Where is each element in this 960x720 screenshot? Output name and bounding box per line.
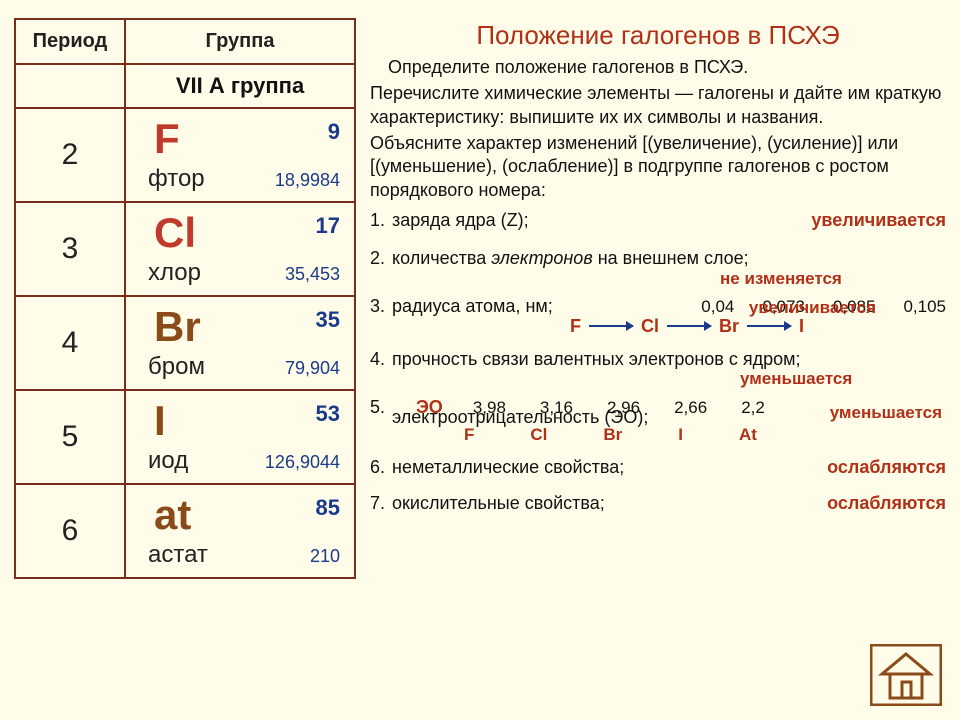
element-name: иод [148,447,188,475]
header-subgroup: VII А группа [125,64,355,108]
intro-2: Перечислите химические элементы — галоге… [370,82,946,130]
q7-answer: ослабляются [827,492,946,516]
element-symbol: Br [154,303,201,351]
q2-answer: не изменяется [720,268,960,290]
element-cell: Clхлор 17 35,453 [125,202,355,296]
element-row: 5Iиод 53 126,9044 [15,390,355,484]
element-name: астат [148,541,208,569]
element-symbol: Cl [154,209,196,257]
element-row: 2Fфтор 9 18,9984 [15,108,355,202]
element-name: хлор [148,259,201,287]
element-row: 6 atастат 85 210 [15,484,355,578]
intro-1: Определите положение галогенов в ПСХЭ. [370,56,946,80]
q3: 3. радиуса атома, нм; 0,040,0730,0850,10… [370,295,946,339]
q2: 2. количества электронов на внешнем слое… [370,247,946,271]
home-icon[interactable] [870,644,942,706]
header-period: Период [15,19,125,64]
arrow-icon [747,325,791,327]
period-number: 5 [15,390,125,484]
atomic-mass: 35,453 [285,264,340,285]
q5-symbols-row: FClBrIAt [464,424,946,446]
atomic-mass: 18,9984 [275,170,340,191]
element-row: 4 Brбром 35 79,904 [15,296,355,390]
q6: 6. неметаллические свойства; ослабляются [370,456,946,480]
atomic-number: 53 [316,401,340,427]
element-row: 3 Clхлор 17 35,453 [15,202,355,296]
q6-answer: ослабляются [827,456,946,480]
atomic-number: 85 [316,495,340,521]
header-group: Группа [125,19,355,64]
q4-answer: уменьшается [740,368,960,390]
page-title: Положение галогенов в ПСХЭ [370,18,946,52]
q1-answer: увеличивается [811,209,946,233]
element-symbol: F [154,115,180,163]
element-name: фтор [148,165,205,193]
period-number: 3 [15,202,125,296]
element-symbol: I [154,397,166,445]
period-number: 2 [15,108,125,202]
atomic-mass: 126,9044 [265,452,340,473]
arrow-icon [589,325,633,327]
element-name: бром [148,353,205,381]
element-cell: atастат 85 210 [125,484,355,578]
q5-answer: уменьшается [830,402,942,424]
element-symbol: at [154,491,191,539]
intro-3: Объясните характер изменений [(увеличени… [370,132,946,203]
arrow-icon [667,325,711,327]
content-block: Положение галогенов в ПСХЭ Определите по… [370,18,946,579]
q3-answer: увеличивается [749,297,876,319]
halogen-table: Период Группа VII А группа 2Fфтор 9 18,998… [14,18,356,579]
q1: 1. заряда ядра (Z); увеличивается [370,209,946,233]
element-cell: Fфтор 9 18,9984 [125,108,355,202]
atomic-number: 9 [328,119,340,145]
element-cell: Iиод 53 126,9044 [125,390,355,484]
period-number: 6 [15,484,125,578]
q5: 5. ЭО 3,983,162,962,662,2 электроотрицат… [370,396,946,446]
atomic-mass: 210 [310,546,340,567]
atomic-mass: 79,904 [285,358,340,379]
atomic-number: 35 [316,307,340,333]
q7: 7. окислительные свойства; ослабляются [370,492,946,516]
element-cell: Brбром 35 79,904 [125,296,355,390]
period-number: 4 [15,296,125,390]
atomic-number: 17 [316,213,340,239]
